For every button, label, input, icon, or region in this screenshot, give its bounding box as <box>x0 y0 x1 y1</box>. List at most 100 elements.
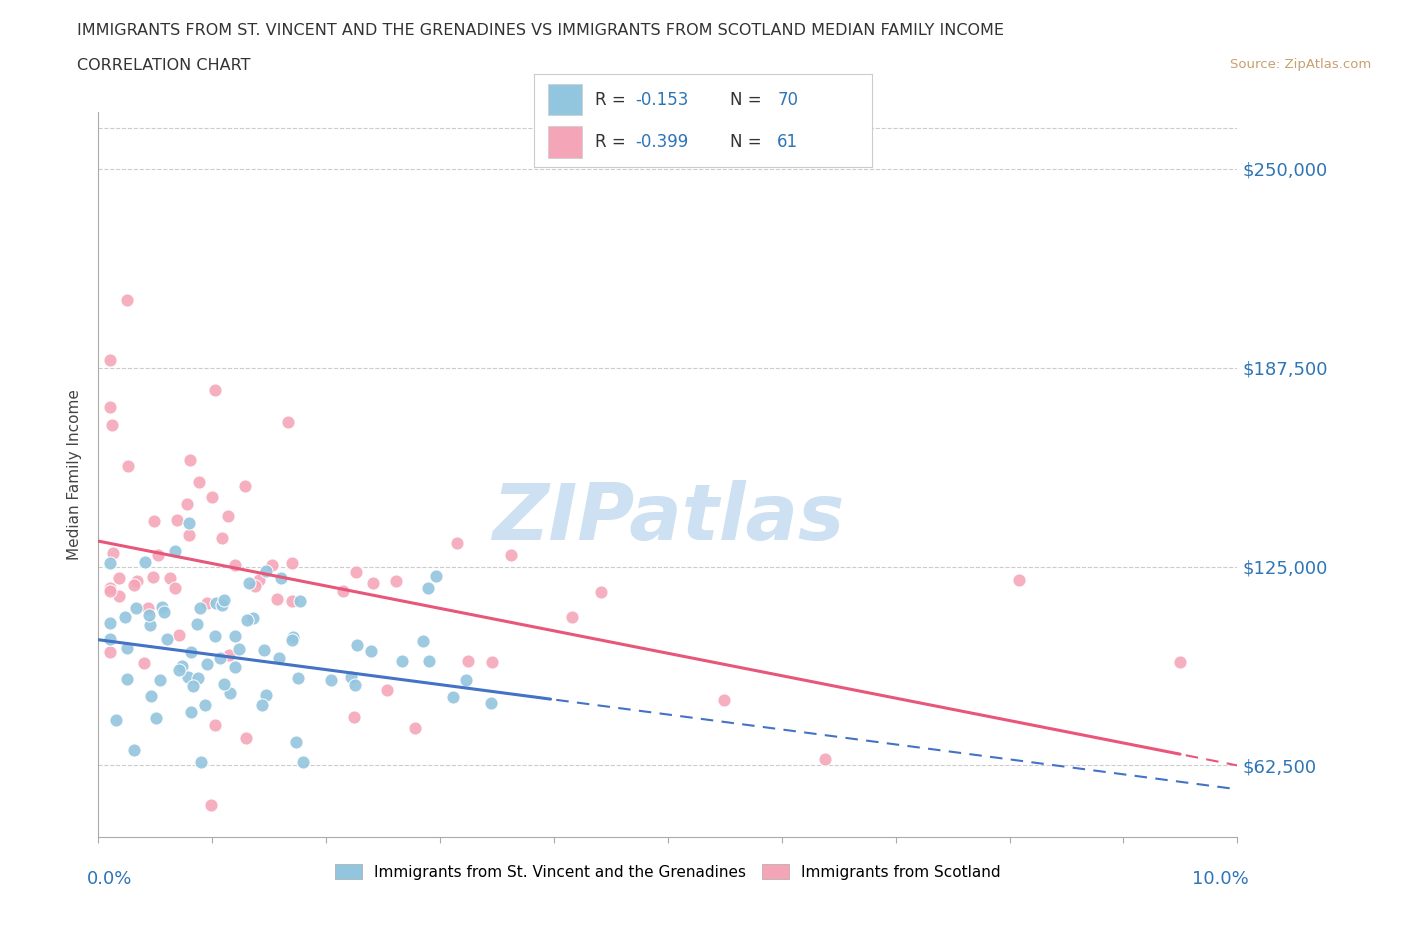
Point <box>343 678 366 693</box>
Point <box>344 565 367 579</box>
Point <box>243 578 266 593</box>
Point <box>235 731 257 746</box>
Point <box>143 513 166 528</box>
Point <box>167 663 190 678</box>
Point <box>235 613 257 628</box>
Point <box>242 611 264 626</box>
Point <box>218 648 240 663</box>
Point <box>98 583 121 598</box>
Point <box>194 698 217 712</box>
Point <box>212 676 235 691</box>
Point <box>114 610 136 625</box>
Point <box>104 712 127 727</box>
Point <box>139 689 162 704</box>
Legend: Immigrants from St. Vincent and the Grenadines, Immigrants from Scotland: Immigrants from St. Vincent and the Gren… <box>328 857 1008 887</box>
Text: Source: ZipAtlas.com: Source: ZipAtlas.com <box>1230 58 1371 71</box>
Point <box>195 595 218 610</box>
Point <box>224 557 246 572</box>
Point <box>115 641 138 656</box>
Point <box>479 696 502 711</box>
Point <box>253 643 276 658</box>
Point <box>361 575 384 590</box>
Point <box>181 679 204 694</box>
Point <box>292 754 315 769</box>
Point <box>214 592 236 607</box>
Point <box>98 615 121 630</box>
Point <box>156 631 179 646</box>
Text: 0.0%: 0.0% <box>87 870 132 887</box>
Point <box>254 564 277 578</box>
Point <box>150 599 173 614</box>
Point <box>446 536 468 551</box>
Point <box>499 548 522 563</box>
Point <box>260 558 283 573</box>
Point <box>235 479 257 494</box>
Point <box>117 293 139 308</box>
Point <box>277 415 299 430</box>
Point <box>98 352 121 367</box>
Point <box>124 601 146 616</box>
Point <box>281 594 304 609</box>
Point <box>224 629 246 644</box>
Point <box>332 584 354 599</box>
Point <box>101 418 124 432</box>
Text: R =: R = <box>595 133 631 152</box>
Point <box>179 527 201 542</box>
Point <box>281 630 304 644</box>
Point <box>165 543 187 558</box>
Point <box>346 638 368 653</box>
Text: CORRELATION CHART: CORRELATION CHART <box>77 58 250 73</box>
Point <box>404 721 426 736</box>
Point <box>134 554 156 569</box>
Point <box>204 595 226 610</box>
Point <box>125 573 148 588</box>
Point <box>360 644 382 658</box>
Point <box>340 669 363 684</box>
Point <box>456 673 478 688</box>
Point <box>177 515 200 530</box>
Text: N =: N = <box>730 133 772 152</box>
Point <box>186 617 208 631</box>
Point <box>457 654 479 669</box>
Text: 61: 61 <box>778 133 799 152</box>
Point <box>200 798 222 813</box>
Point <box>170 658 193 673</box>
Point <box>418 654 440 669</box>
Point <box>375 683 398 698</box>
Point <box>179 452 201 467</box>
Text: 10.0%: 10.0% <box>1192 870 1249 887</box>
Point <box>416 580 439 595</box>
Point <box>142 569 165 584</box>
Point <box>204 382 226 397</box>
Point <box>247 573 270 588</box>
Point <box>713 693 735 708</box>
Point <box>1008 573 1031 588</box>
Bar <box>548 126 582 158</box>
Point <box>228 642 250 657</box>
Point <box>98 555 121 570</box>
Point <box>101 546 124 561</box>
Point <box>159 570 181 585</box>
Point <box>117 671 139 686</box>
Text: N =: N = <box>730 90 766 109</box>
Point <box>211 530 233 545</box>
Point <box>288 593 311 608</box>
Point <box>814 751 837 766</box>
Point <box>98 581 121 596</box>
Point <box>254 687 277 702</box>
Point <box>138 608 160 623</box>
Point <box>343 710 366 724</box>
Point <box>1170 655 1192 670</box>
Point <box>204 629 226 644</box>
Point <box>412 633 434 648</box>
Point <box>180 644 202 659</box>
Text: ZIPatlas: ZIPatlas <box>492 480 844 556</box>
Point <box>481 655 503 670</box>
Point <box>187 671 209 685</box>
Point <box>591 584 613 599</box>
Point <box>165 580 187 595</box>
Point <box>391 654 413 669</box>
Point <box>98 399 121 414</box>
Y-axis label: Median Family Income: Median Family Income <box>67 389 83 560</box>
Point <box>561 609 583 624</box>
